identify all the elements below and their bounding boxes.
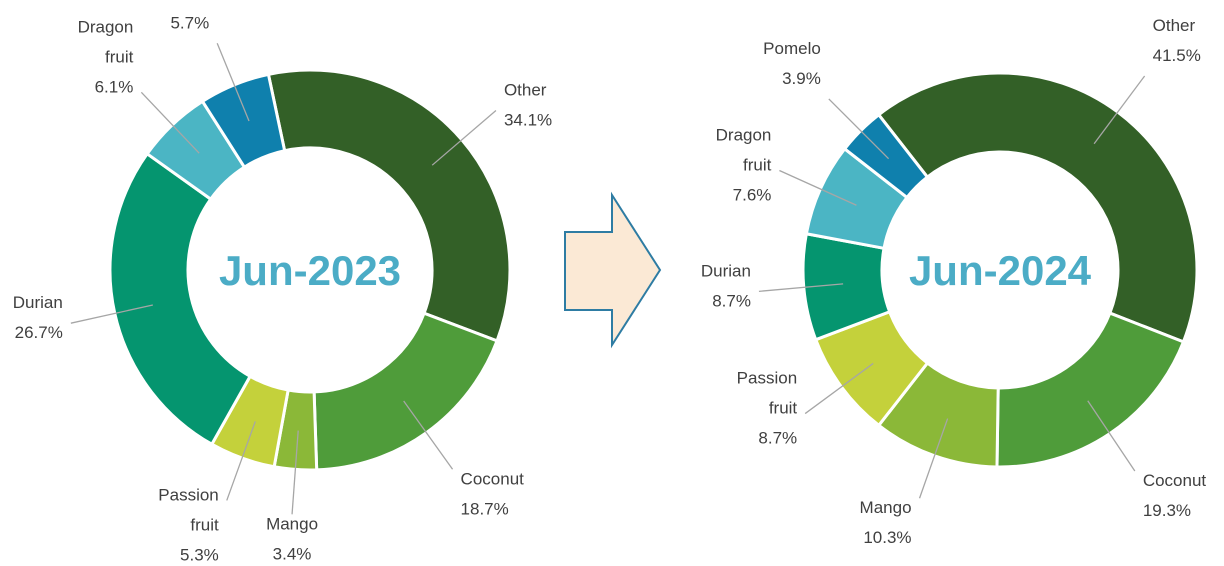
value-label: 5.3%: [180, 545, 219, 564]
category-label: Coconut: [1143, 471, 1207, 490]
value-label: 3.4%: [273, 544, 312, 563]
leader-line: [431, 110, 497, 166]
leader-line: [291, 430, 299, 515]
value-label: 6.1%: [95, 77, 134, 96]
category-label: Mango: [860, 498, 912, 517]
category-label: Dragon fruit: [716, 125, 772, 174]
arrow: [564, 191, 662, 349]
leader-line: [403, 400, 454, 470]
donut-slice: [312, 311, 499, 472]
leader-line: [804, 362, 874, 415]
center-label: Jun-2023: [219, 247, 401, 294]
leader-line: [1087, 400, 1136, 472]
leader-line: [758, 283, 844, 292]
value-label: 19.3%: [1143, 501, 1191, 520]
donut-slice: [995, 311, 1186, 469]
category-label: Coconut: [461, 469, 525, 488]
value-label: 8.7%: [758, 429, 797, 448]
donut-slice: [876, 71, 1199, 344]
category-label: Pomelo: [152, 0, 210, 2]
category-label: Other: [504, 80, 547, 99]
value-label: 5.7%: [170, 13, 209, 32]
category-label: Passion fruit: [158, 485, 219, 534]
leader-line: [140, 91, 200, 154]
category-label: Passion fruit: [737, 369, 798, 418]
leader-line: [1093, 75, 1146, 145]
value-label: 34.1%: [504, 110, 552, 129]
category-label: Durian: [13, 293, 63, 312]
center-label: Jun-2024: [909, 247, 1092, 294]
value-label: 3.9%: [782, 69, 821, 88]
value-label: 7.6%: [733, 185, 772, 204]
leader-line: [779, 169, 857, 206]
category-label: Durian: [701, 261, 751, 280]
leader-line: [828, 98, 890, 160]
donut-slice: [108, 151, 253, 447]
value-label: 26.7%: [15, 323, 63, 342]
leader-line: [216, 43, 250, 122]
value-label: 41.5%: [1153, 46, 1201, 65]
category-label: Mango: [266, 514, 318, 533]
leader-line: [226, 421, 256, 501]
leader-line: [918, 418, 949, 499]
value-label: 18.7%: [461, 499, 509, 518]
donut-slice: [200, 72, 287, 170]
value-label: 10.3%: [863, 528, 911, 547]
value-label: 8.7%: [712, 291, 751, 310]
category-label: Pomelo: [763, 39, 821, 58]
donut-slice: [266, 68, 512, 343]
leader-line: [70, 304, 153, 324]
category-label: Dragon fruit: [78, 17, 134, 66]
category-label: Other: [1153, 16, 1196, 35]
